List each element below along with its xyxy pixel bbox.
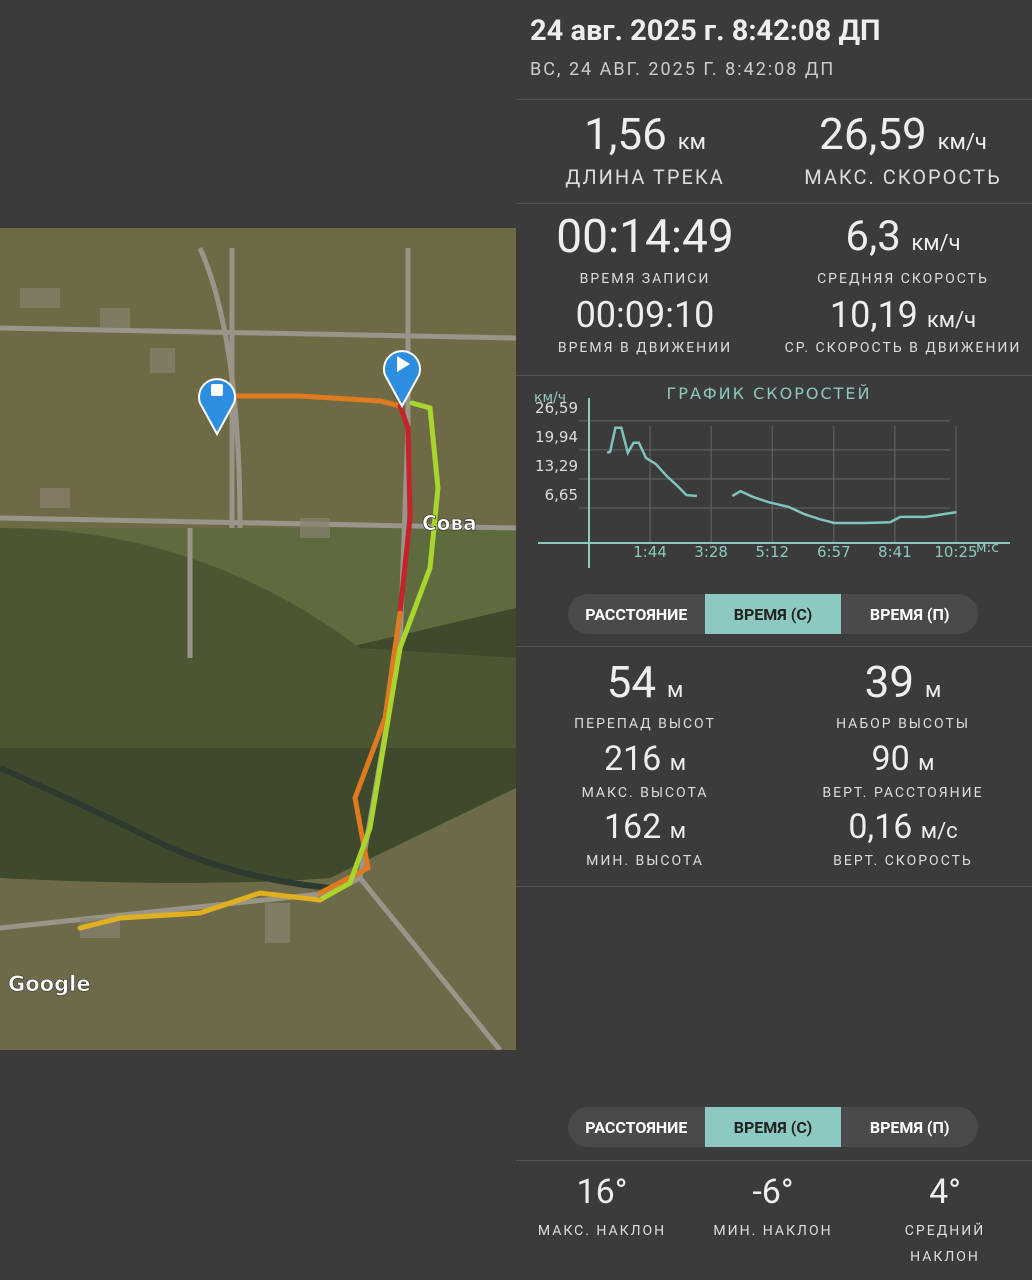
x-tick-label: 6:57 (817, 543, 851, 561)
tab[interactable]: ВРЕМЯ (П) (869, 1117, 950, 1137)
place-label: Сова (422, 511, 477, 535)
value: 1,56 (584, 108, 667, 160)
separator (516, 99, 1032, 100)
stat-label: ВЕРТ. СКОРОСТЬ (833, 853, 973, 869)
y-tick-label: 13,29 (535, 457, 578, 475)
stat-value: 0,16 м/с (848, 807, 957, 847)
unit: км/ч (911, 231, 961, 256)
separator (516, 203, 1032, 204)
stat-label: ПЕРЕПАД ВЫСОТ (574, 716, 716, 732)
stat-label: МАКС. СКОРОСТЬ (804, 165, 1002, 189)
title: 24 авг. 2025 г. 8:42:08 ДП (530, 14, 881, 48)
stat-label: ДЛИНА ТРЕКА (565, 165, 725, 189)
unit: м (669, 751, 687, 776)
stat-value: -6° (752, 1172, 794, 1212)
value: 26,59 (819, 108, 927, 160)
start-pin (383, 350, 421, 409)
stat-label: МАКС. НАКЛОН (537, 1223, 667, 1239)
stat-value: 90 м (872, 739, 935, 779)
value: 0,16 (848, 807, 913, 847)
y-tick-label: 26,59 (535, 399, 578, 417)
value: 54 (606, 656, 657, 708)
stat-label: ВРЕМЯ В ДВИЖЕНИИ (557, 340, 733, 356)
value: 216 (603, 739, 662, 779)
value: 90 (871, 739, 910, 779)
separator (516, 886, 1032, 887)
separator (516, 375, 1032, 376)
stat-value: 39 м (865, 656, 942, 708)
stat-value: 162 м (604, 807, 686, 847)
map: Сова Google (0, 228, 516, 1050)
value: 10,19 (829, 294, 918, 336)
unit: м (918, 751, 935, 776)
stat-label: МАКС. ВЫСОТА (581, 785, 709, 801)
unit: м (667, 678, 684, 703)
stat-value: 54 м (607, 656, 684, 708)
tab[interactable]: ВРЕМЯ (С) (704, 594, 842, 634)
value: 162 (603, 807, 662, 847)
x-tick-label: 5:12 (755, 543, 789, 561)
chart-title: ГРАФИК СКОРОСТЕЙ (667, 384, 872, 403)
end-pin (198, 378, 236, 437)
tab[interactable]: РАССТОЯНИЕ (585, 604, 688, 624)
tab[interactable]: РАССТОЯНИЕ (585, 1117, 688, 1137)
stat-label: СРЕДНЯЯ СКОРОСТЬ (817, 271, 989, 287)
speed-line (606, 426, 957, 525)
stat-value: 26,59 км/ч (819, 108, 987, 160)
x-tick-label: 3:28 (694, 543, 728, 561)
stat-value: 216 м (604, 739, 686, 779)
attribution: Google (8, 972, 91, 996)
stat-value: 10,19 км/ч (830, 294, 976, 336)
stat-value: 00:14:49 (556, 210, 734, 264)
stat-label: ВЕРТ. РАССТОЯНИЕ (822, 785, 984, 801)
speed-chart: ГРАФИК СКОРОСТЕЙ км/ч м:с 6,6513,2919,94… (534, 384, 1010, 568)
y-tick-label: 6,65 (545, 486, 578, 504)
y-axis-label: км/ч (534, 390, 566, 406)
x-tick-label: 8:41 (878, 543, 912, 561)
unit: м (669, 819, 687, 844)
separator (516, 1160, 1032, 1161)
stat-value: 00:09:10 (575, 294, 715, 336)
stat-value: 6,3 км/ч (845, 212, 960, 261)
unit: м (925, 678, 942, 703)
y-tick-label: 19,94 (535, 428, 578, 446)
stat-label: ВРЕМЯ ЗАПИСИ (579, 271, 711, 287)
unit: км/ч (926, 308, 977, 333)
stat-label: НАБОР ВЫСОТЫ (836, 716, 970, 732)
x-tick-label: 10:25 (934, 543, 977, 561)
value: 6,3 (845, 212, 901, 261)
subtitle: ВС, 24 АВГ. 2025 Г. 8:42:08 ДП (530, 59, 836, 80)
unit: км (677, 130, 706, 155)
stat-label: МИН. НАКЛОН (713, 1223, 833, 1239)
tabs: РАССТОЯНИЕ ВРЕМЯ (С) ВРЕМЯ (П) (568, 1107, 978, 1147)
tabs: РАССТОЯНИЕ ВРЕМЯ (С) ВРЕМЯ (П) (568, 594, 978, 634)
x-tick-label: 1:44 (633, 543, 667, 561)
stat-label: МИН. ВЫСОТА (586, 853, 704, 869)
stat-value: 1,56 км (584, 108, 706, 160)
stat-value: 4° (929, 1172, 961, 1212)
unit: км/ч (937, 130, 987, 155)
separator (516, 646, 1032, 647)
stat-label: СРЕДНИЙ НАКЛОН (904, 1223, 986, 1265)
tab[interactable]: ВРЕМЯ (С) (704, 1107, 842, 1147)
tab[interactable]: ВРЕМЯ (П) (869, 604, 950, 624)
stat-label: СР. СКОРОСТЬ В ДВИЖЕНИИ (784, 340, 1022, 356)
stat-value: 16° (576, 1172, 628, 1212)
value: 39 (864, 656, 915, 708)
unit: м/с (920, 819, 958, 844)
